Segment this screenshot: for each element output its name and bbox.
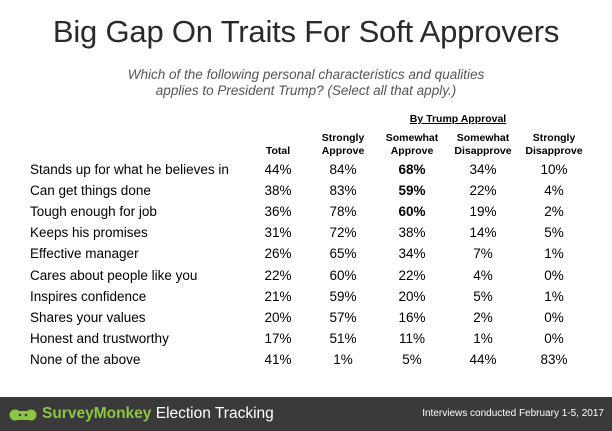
table-cell: 31% xyxy=(264,225,292,241)
table-cell: 7% xyxy=(473,246,493,262)
column-header-line-2: Approve xyxy=(321,145,365,157)
column-header-line-2: Approve xyxy=(390,145,434,157)
column-header-line-2: Total xyxy=(265,145,291,157)
column-header-4: Somewhat Disapprove xyxy=(443,132,523,158)
table-cell: 34% xyxy=(469,162,497,177)
row-label: Honest and trustworthy xyxy=(30,330,169,346)
table-cell: 38% xyxy=(264,183,292,199)
table-cell: 20% xyxy=(398,288,426,304)
table-cell: 5% xyxy=(473,288,493,304)
table-cell: 22% xyxy=(264,267,292,283)
table-cell: 0% xyxy=(544,267,564,283)
row-label: Effective manager xyxy=(30,246,139,262)
table-cell: 19% xyxy=(469,204,497,220)
table-cell: 22% xyxy=(469,183,497,199)
table-cell: 44% xyxy=(264,162,292,177)
row-label: Stands up for what he believes in xyxy=(30,162,229,177)
footer-bar: SurveyMonkey Election Tracking Interview… xyxy=(0,397,612,431)
table-cell: 14% xyxy=(469,225,497,241)
table-cell: 36% xyxy=(264,204,292,220)
table-cell: 57% xyxy=(329,309,357,325)
table-cell: 17% xyxy=(264,330,292,346)
table-cell: 1% xyxy=(544,246,564,262)
table-cell: 65% xyxy=(329,246,357,262)
table-cell: 38% xyxy=(398,225,426,241)
surveymonkey-logo-icon xyxy=(9,409,37,421)
row-label: Keeps his promises xyxy=(30,225,148,241)
row-label: None of the above xyxy=(30,351,141,367)
table-cell: 78% xyxy=(329,204,357,220)
table-cell: 20% xyxy=(264,309,292,325)
table-cell: 5% xyxy=(544,225,564,241)
row-label: Inspires confidence xyxy=(30,288,147,304)
table-cell: 21% xyxy=(264,288,292,304)
row-label: Cares about people like you xyxy=(30,267,198,283)
table-cell: 16% xyxy=(398,309,426,325)
brand-text: SurveyMonkey Election Tracking xyxy=(42,405,274,423)
interview-dates-note: Interviews conducted February 1-5, 2017 xyxy=(422,408,604,419)
table-cell: 2% xyxy=(473,309,493,325)
column-header-1: Total xyxy=(238,145,318,158)
table-cell: 1% xyxy=(473,330,493,346)
column-header-line-1: Somewhat xyxy=(385,132,439,144)
page-title: Big Gap On Traits For Soft Approvers xyxy=(52,14,560,49)
table-cell: 72% xyxy=(329,225,357,241)
column-header-line-2: Disapprove xyxy=(525,145,583,157)
table-cell: 11% xyxy=(398,330,426,346)
row-label: Can get things done xyxy=(30,183,151,199)
table-cell: 22% xyxy=(398,267,426,283)
table-cell: 41% xyxy=(264,351,292,367)
question-subtitle: Which of the following personal characte… xyxy=(0,67,612,99)
table-cell: 60% xyxy=(398,204,426,220)
table-cell: 1% xyxy=(544,288,564,304)
subtitle-line-2: applies to President Trump? (Select all … xyxy=(155,83,457,98)
column-header-3: Somewhat Approve xyxy=(372,132,452,158)
table-cell: 60% xyxy=(329,267,357,283)
column-header-5: Strongly Disapprove xyxy=(514,132,594,158)
table-cell: 68% xyxy=(398,162,426,177)
table-cell: 4% xyxy=(544,183,564,199)
table-cell: 51% xyxy=(329,330,357,346)
table-cell: 0% xyxy=(544,330,564,346)
table-cell: 5% xyxy=(402,351,422,367)
column-header-2: Strongly Approve xyxy=(303,132,383,158)
row-label: Tough enough for job xyxy=(30,204,157,220)
table-cell: 4% xyxy=(473,267,493,283)
table-cell: 1% xyxy=(333,351,353,367)
table-cell: 44% xyxy=(469,351,497,367)
table-cell: 0% xyxy=(544,309,564,325)
table-cell: 2% xyxy=(544,204,564,220)
brand-suffix: Election Tracking xyxy=(151,405,274,422)
table-cell: 59% xyxy=(398,183,426,199)
column-header-line-1: Strongly xyxy=(532,132,576,144)
table-cell: 26% xyxy=(264,246,292,262)
column-header-line-1: Somewhat xyxy=(456,132,510,144)
column-header-line-2: Disapprove xyxy=(454,145,512,157)
approval-group-label: By Trump Approval xyxy=(409,113,507,125)
table-cell: 10% xyxy=(540,162,568,177)
brand-name: SurveyMonkey xyxy=(42,405,152,422)
subtitle-line-1: Which of the following personal characte… xyxy=(127,67,485,82)
table-cell: 84% xyxy=(329,162,357,177)
table-cell: 34% xyxy=(398,246,426,262)
column-header-line-1: Strongly xyxy=(321,132,365,144)
row-label: Shares your values xyxy=(30,309,146,325)
table-cell: 83% xyxy=(329,183,357,199)
table-cell: 83% xyxy=(540,351,568,367)
table-cell: 59% xyxy=(329,288,357,304)
